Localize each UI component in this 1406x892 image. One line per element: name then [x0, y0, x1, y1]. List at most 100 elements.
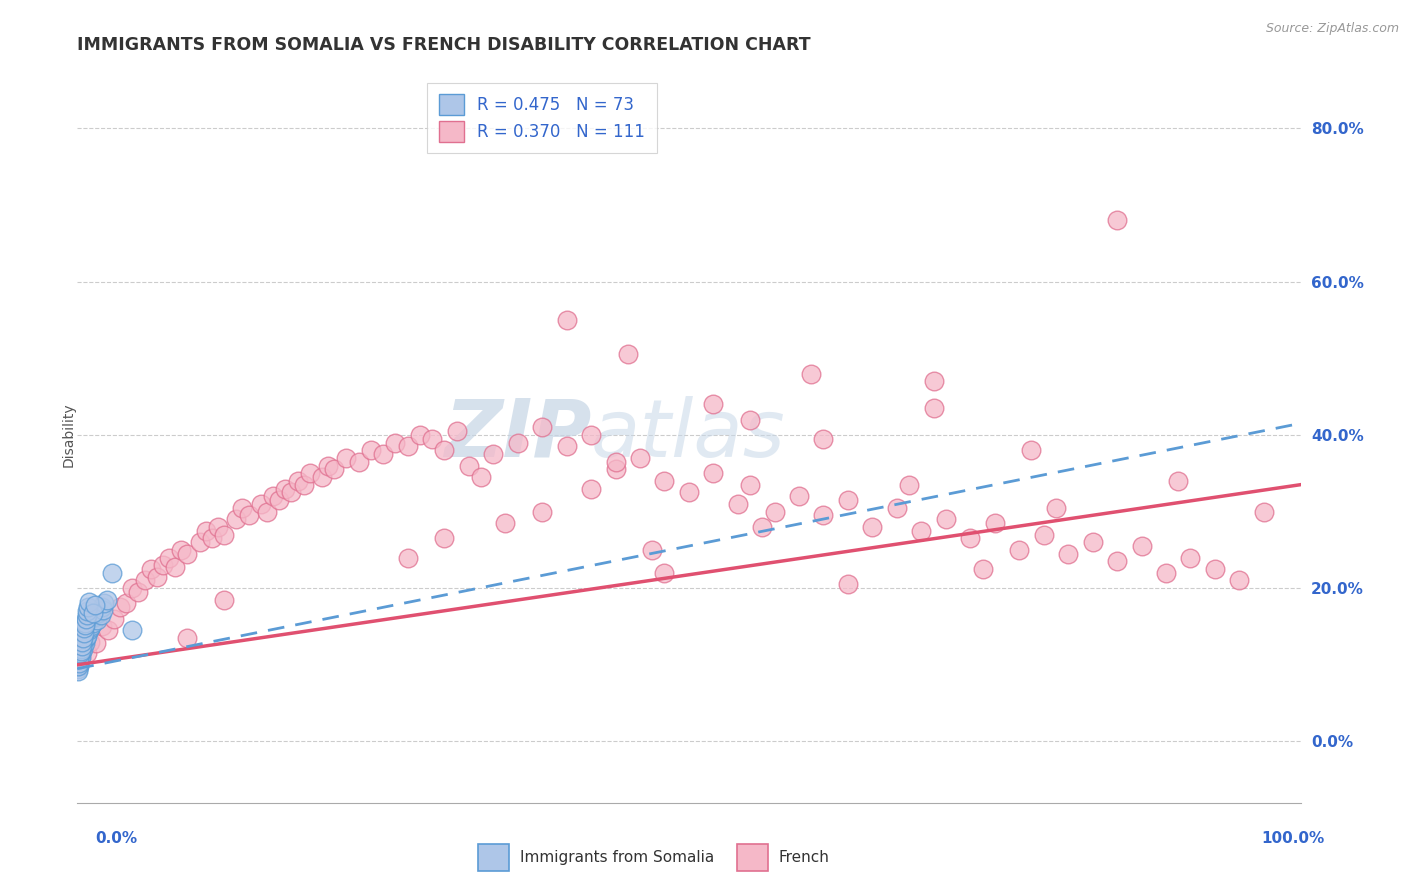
Point — [274, 482, 297, 496]
Point — [76, 621, 98, 635]
Point — [813, 508, 835, 523]
Point — [90, 607, 112, 622]
Point — [80, 612, 103, 626]
Point — [67, 657, 90, 672]
Point — [67, 659, 90, 673]
Point — [555, 313, 578, 327]
Point — [316, 458, 339, 473]
Point — [1045, 500, 1067, 515]
Text: French: French — [779, 850, 830, 865]
Point — [727, 497, 749, 511]
Point — [225, 512, 247, 526]
Point — [1253, 504, 1275, 518]
Point — [75, 612, 97, 626]
Point — [89, 604, 111, 618]
Point — [70, 639, 93, 653]
Point — [157, 550, 180, 565]
Point — [371, 447, 394, 461]
Point — [482, 447, 505, 461]
Point — [763, 504, 786, 518]
Point — [72, 639, 94, 653]
Point — [396, 439, 419, 453]
Point — [194, 524, 217, 538]
Point — [420, 432, 443, 446]
Point — [446, 424, 468, 438]
Point — [1130, 539, 1153, 553]
Point — [740, 477, 762, 491]
Point — [433, 443, 456, 458]
Text: atlas: atlas — [591, 396, 786, 474]
Point — [69, 644, 91, 658]
Text: Source: ZipAtlas.com: Source: ZipAtlas.com — [1265, 22, 1399, 36]
Point — [433, 532, 456, 546]
Point — [70, 642, 93, 657]
Point — [862, 520, 884, 534]
Point — [72, 635, 94, 649]
Point — [87, 606, 110, 620]
Point — [67, 657, 90, 671]
Point — [262, 489, 284, 503]
Point — [139, 562, 162, 576]
Point — [1107, 554, 1129, 568]
Point — [69, 642, 91, 657]
Point — [70, 644, 93, 658]
Y-axis label: Disability: Disability — [62, 402, 76, 467]
Point — [170, 542, 193, 557]
Point — [176, 547, 198, 561]
Point — [69, 648, 91, 663]
Point — [972, 562, 994, 576]
Point — [959, 532, 981, 546]
Point — [72, 625, 94, 640]
Point — [146, 569, 169, 583]
Point — [96, 592, 118, 607]
Point — [1008, 542, 1031, 557]
Point — [75, 627, 97, 641]
Point — [77, 595, 100, 609]
Point — [751, 520, 773, 534]
Point — [837, 493, 859, 508]
Point — [69, 646, 91, 660]
Point — [256, 504, 278, 518]
Point — [495, 516, 517, 530]
Point — [506, 435, 529, 450]
Text: IMMIGRANTS FROM SOMALIA VS FRENCH DISABILITY CORRELATION CHART: IMMIGRANTS FROM SOMALIA VS FRENCH DISABI… — [77, 37, 811, 54]
Point — [69, 646, 91, 660]
Point — [72, 639, 94, 653]
Point — [76, 624, 98, 638]
Point — [269, 493, 291, 508]
Bar — [478, 844, 509, 871]
Point — [935, 512, 957, 526]
Point — [77, 600, 100, 615]
Point — [72, 636, 94, 650]
Point — [678, 485, 700, 500]
Point — [1057, 547, 1080, 561]
Point — [1081, 535, 1104, 549]
Point — [70, 650, 93, 665]
Point — [90, 600, 112, 615]
Point — [79, 618, 101, 632]
Point — [280, 485, 302, 500]
Point — [73, 621, 96, 635]
Point — [555, 439, 578, 453]
Point — [67, 654, 90, 668]
Point — [86, 613, 108, 627]
Point — [1021, 443, 1043, 458]
Point — [79, 635, 101, 649]
Point — [654, 474, 676, 488]
Bar — [737, 844, 768, 871]
Point — [628, 450, 651, 465]
Point — [457, 458, 479, 473]
Point — [165, 559, 187, 574]
Point — [77, 619, 100, 633]
Point — [73, 636, 96, 650]
Text: ZIP: ZIP — [444, 396, 591, 474]
Point — [70, 640, 93, 655]
Point — [740, 412, 762, 426]
Point — [69, 651, 91, 665]
Point — [75, 631, 97, 645]
Point — [702, 466, 724, 480]
Text: 100.0%: 100.0% — [1261, 831, 1324, 846]
Point — [76, 607, 98, 622]
Point — [201, 532, 224, 546]
Point — [67, 651, 90, 665]
